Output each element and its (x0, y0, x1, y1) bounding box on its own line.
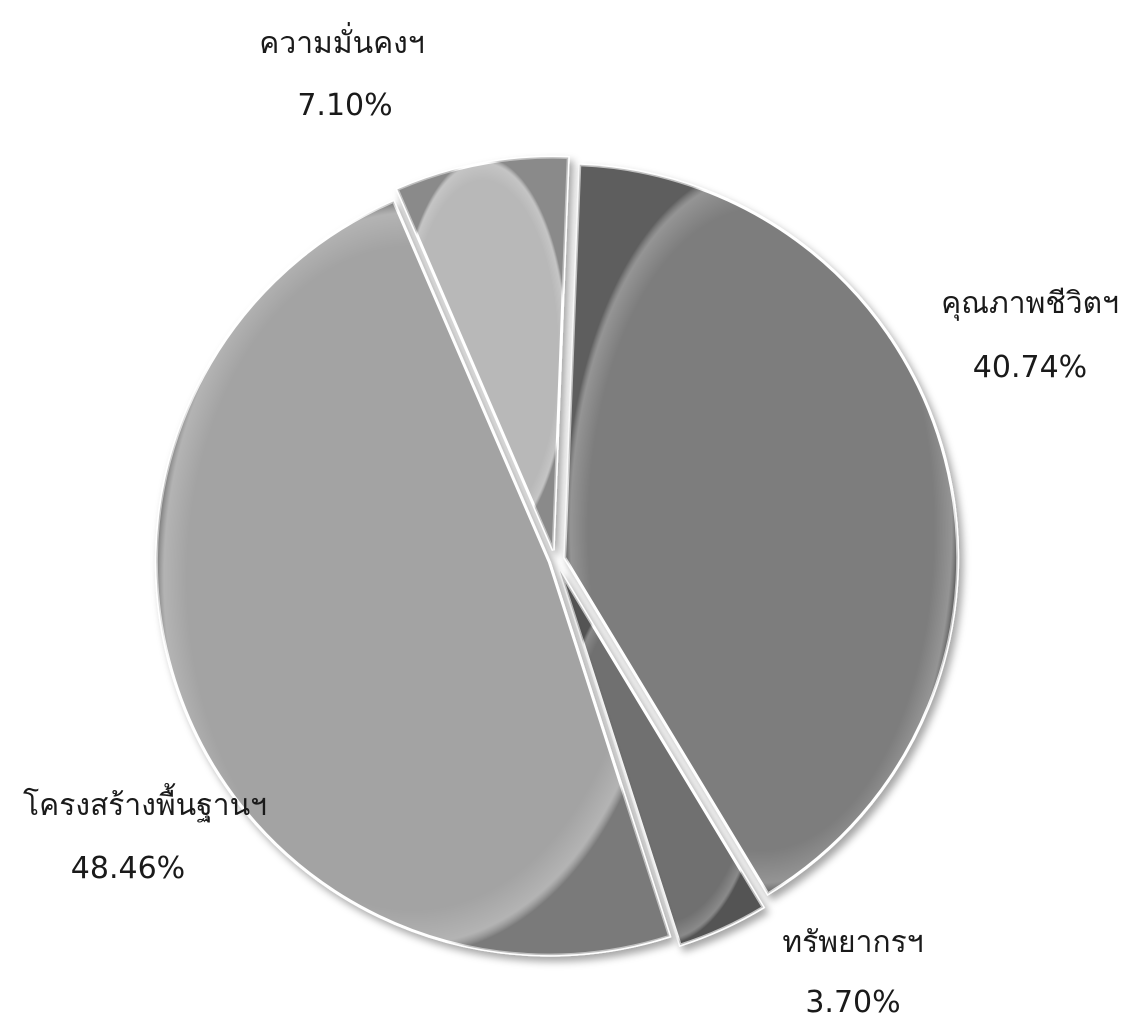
slice-value-label: 7.10% (297, 88, 392, 123)
slice-name-label: ความมั่นคงฯ (259, 22, 424, 61)
slice-name-label: ทรัพยากรฯ (782, 925, 923, 960)
slice-label-infrastructure: โครงสร้างพื้นฐานฯ 48.46% (23, 783, 267, 886)
slice-label-resources: ทรัพยากรฯ 3.70% (782, 925, 923, 1017)
pie-slice-quality-of-life (563, 163, 960, 896)
slice-name-label: คุณภาพชีวิตฯ (941, 286, 1119, 322)
slice-name-label: โครงสร้างพื้นฐานฯ (23, 783, 267, 823)
pie-slice-bevel (559, 570, 764, 946)
pie-slice-bevel (156, 201, 670, 956)
slice-label-security: ความมั่นคงฯ 7.10% (259, 22, 424, 123)
slice-label-quality-of-life: คุณภาพชีวิตฯ 40.74% (941, 286, 1119, 385)
slice-value-label: 3.70% (805, 985, 900, 1017)
pie-slice-bevel (397, 157, 569, 551)
pie-slice-bevel (564, 164, 958, 894)
pie-slice-security (395, 155, 570, 551)
pie-slice-resources (558, 570, 766, 947)
slice-value-label: 40.74% (973, 350, 1087, 385)
pie-slice-infrastructure (154, 199, 672, 957)
pie-slices (154, 155, 960, 957)
slice-value-label: 48.46% (71, 851, 185, 886)
